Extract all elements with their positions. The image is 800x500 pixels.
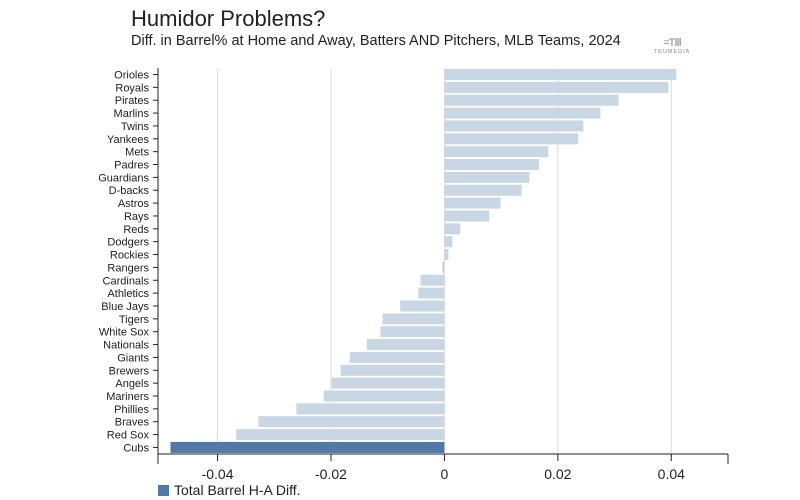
bar-mets <box>444 146 549 158</box>
bar-giants <box>349 351 445 363</box>
y-tick-label: Red Sox <box>107 430 150 442</box>
bar-pirates <box>444 94 619 106</box>
bar-tigers <box>382 313 445 325</box>
bar-twins <box>444 120 584 132</box>
y-tick-label: Yankees <box>107 134 149 146</box>
bar-rangers <box>442 261 445 273</box>
y-tick-label: Mariners <box>106 391 149 403</box>
y-tick-label: Marlins <box>114 108 150 120</box>
bar-nationals <box>366 339 445 351</box>
y-tick-label: Cardinals <box>103 275 150 287</box>
bar-cardinals <box>420 274 445 286</box>
y-tick-label: Giants <box>117 352 149 364</box>
y-tick-label: Pirates <box>115 95 150 107</box>
y-tick-label: Cubs <box>123 442 149 454</box>
y-tick-label: Padres <box>114 160 149 172</box>
bar-blue-jays <box>400 300 445 312</box>
y-tick-label: Tigers <box>119 314 150 326</box>
y-tick-label: Blue Jays <box>101 301 149 313</box>
bar-orioles <box>444 69 677 80</box>
y-tick-label: Athletics <box>107 288 149 300</box>
x-tick-label: -0.04 <box>202 466 234 482</box>
bar-cubs <box>170 441 445 453</box>
y-tick-label: Rangers <box>107 262 149 274</box>
logo-wordmark: TRUMEDIA <box>653 49 691 55</box>
bar-white-sox <box>380 326 445 338</box>
y-tick-label: Astros <box>118 198 150 210</box>
y-tick-label: Mets <box>125 147 149 159</box>
x-tick-label: 0 <box>441 466 449 482</box>
bar-red-sox <box>236 429 445 441</box>
bar-phillies <box>296 403 445 415</box>
bar-yankees <box>444 133 579 145</box>
y-tick-label: Phillies <box>114 404 149 416</box>
legend-swatch <box>158 484 169 496</box>
y-tick-label: Angels <box>115 378 149 390</box>
bar-marlins <box>444 107 601 119</box>
y-tick-label: Brewers <box>109 365 150 377</box>
y-tick-label: Dodgers <box>107 237 149 249</box>
bar-athletics <box>418 287 445 299</box>
chart-title: Humidor Problems? <box>131 6 326 31</box>
y-tick-label: Guardians <box>98 172 149 184</box>
bar-dodgers <box>444 236 453 248</box>
y-tick-label: D-backs <box>109 185 150 197</box>
y-tick-label: Reds <box>123 224 149 236</box>
y-tick-label: White Sox <box>99 327 150 339</box>
bar-brewers <box>340 364 445 376</box>
y-tick-label: Braves <box>115 417 150 429</box>
bar-guardians <box>444 171 530 183</box>
trumedia-logo-icon: =TIⅡ <box>663 37 682 49</box>
bar-rays <box>444 210 490 222</box>
bar-astros <box>444 197 501 209</box>
y-tick-label: Rockies <box>110 250 150 262</box>
bar-royals <box>444 81 669 93</box>
legend-label: Total Barrel H-A Diff. <box>174 482 301 498</box>
y-tick-label: Nationals <box>103 340 149 352</box>
y-tick-label: Royals <box>115 82 149 94</box>
y-tick-label: Orioles <box>114 70 149 82</box>
bar-braves <box>258 416 445 428</box>
bar-reds <box>444 223 461 235</box>
bar-d-backs <box>444 184 522 196</box>
bar-mariners <box>323 390 445 402</box>
bar-angels <box>331 377 445 389</box>
bar-rockies <box>444 249 449 261</box>
chart-subtitle: Diff. in Barrel% at Home and Away, Batte… <box>131 33 621 49</box>
y-tick-label: Twins <box>121 121 150 133</box>
bar-padres <box>444 159 540 171</box>
legend: Total Barrel H-A Diff. <box>158 482 301 498</box>
trumedia-logo: =TIⅡ TRUMEDIA <box>652 37 692 56</box>
y-tick-label: Rays <box>124 211 150 223</box>
x-tick-label: 0.02 <box>544 466 571 482</box>
x-tick-label: 0.04 <box>658 466 685 482</box>
x-tick-label: -0.02 <box>315 466 347 482</box>
